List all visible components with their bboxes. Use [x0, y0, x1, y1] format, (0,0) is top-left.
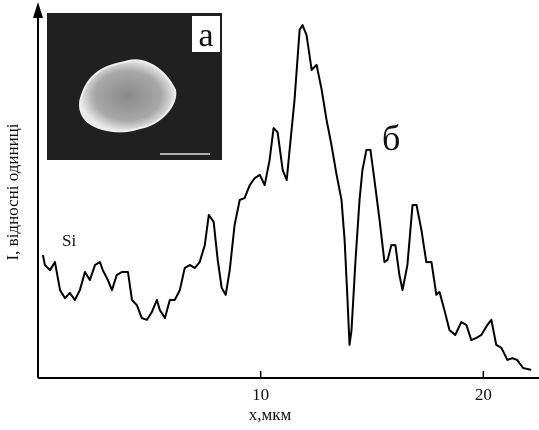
inset-image: а [47, 13, 222, 160]
x-tick-label: 10 [252, 385, 269, 404]
y-axis-arrow [33, 2, 43, 18]
annotation: б [382, 118, 400, 158]
chart: а x,мкм I, відносні одиниці Si б 10 20 [0, 0, 539, 430]
x-axis-label: x,мкм [249, 405, 292, 424]
x-tick-label: 20 [475, 385, 492, 404]
annotation: Si [62, 231, 76, 250]
y-axis-label: I, відносні одиниці [3, 123, 22, 260]
inset-label: а [198, 17, 213, 54]
